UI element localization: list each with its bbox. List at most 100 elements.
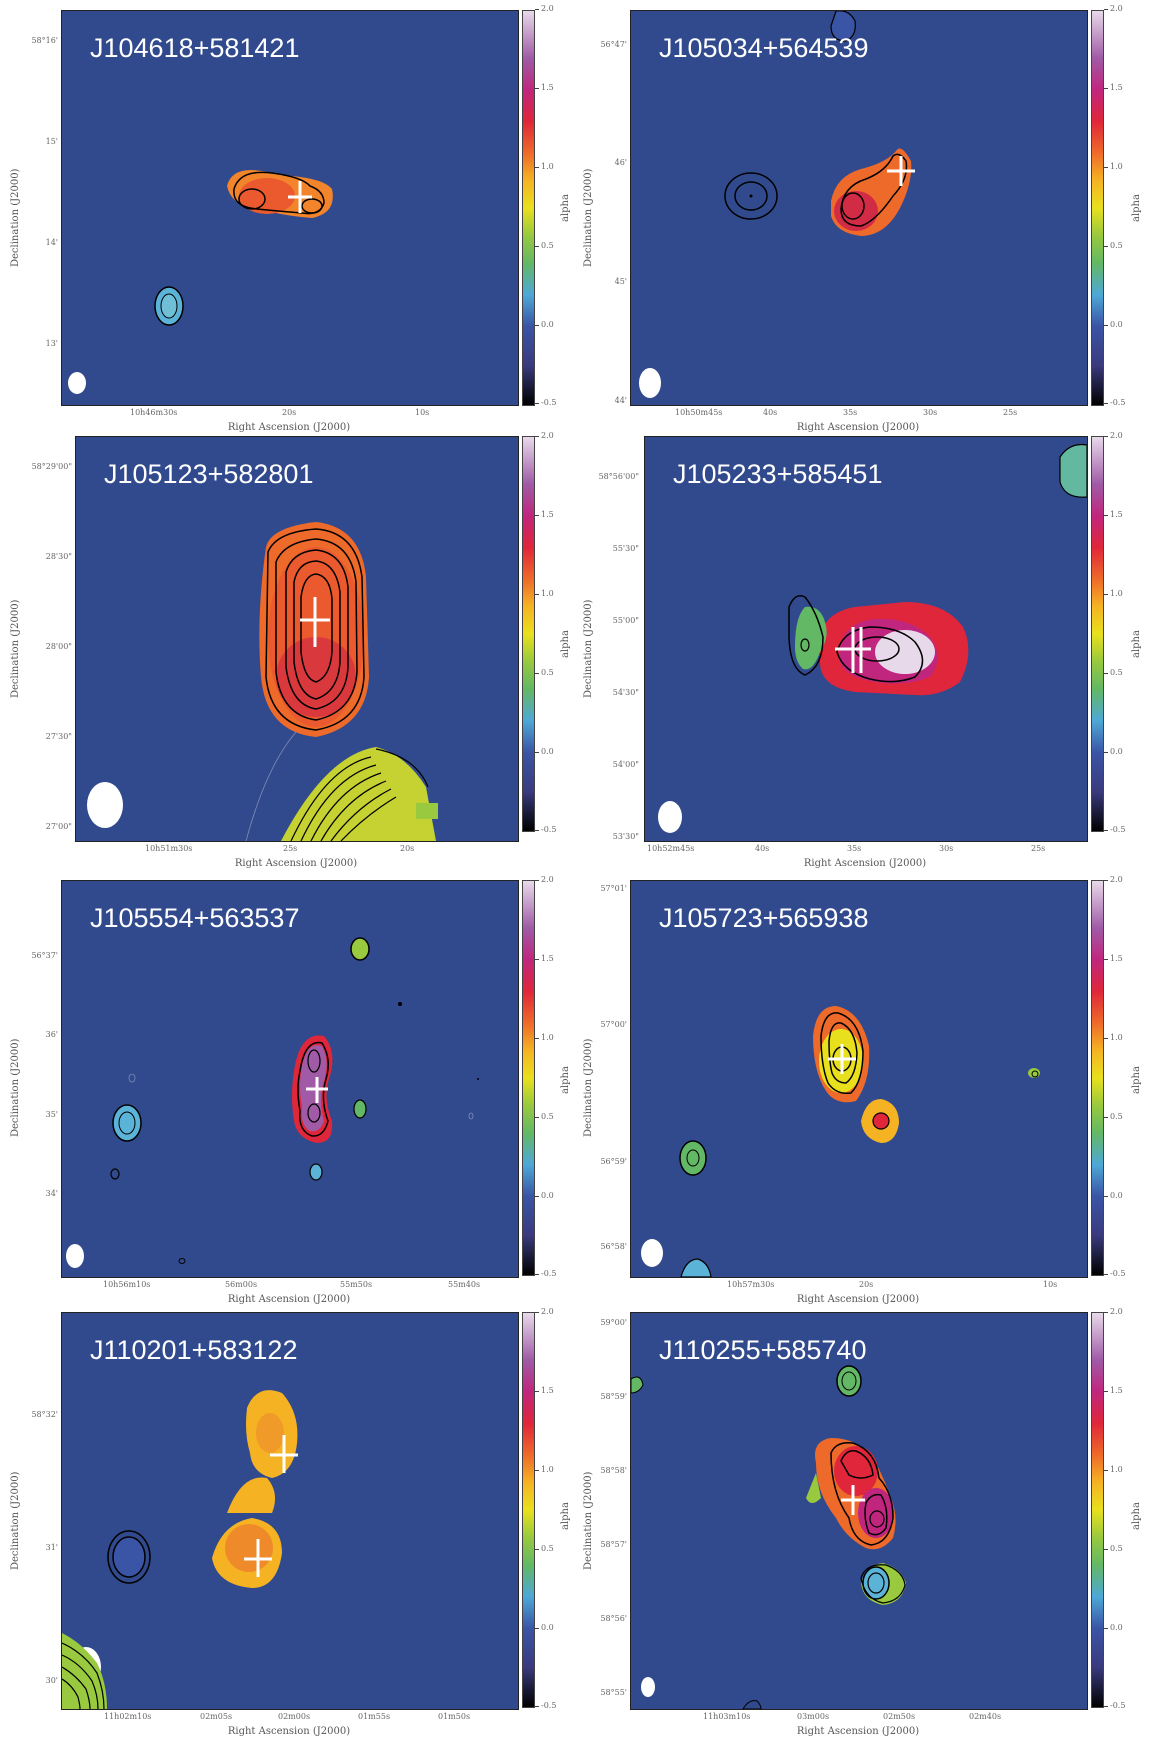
source-name: J105034+564539 [659, 33, 869, 63]
y-tick: 56°59' [600, 1157, 627, 1166]
colorbar-tick: 2.0 [535, 431, 554, 440]
source-image [62, 1390, 298, 1709]
colorbar-tick: -0.5 [534, 1269, 557, 1278]
colorbar [522, 436, 535, 832]
x-tick: 02m40s [969, 1712, 1002, 1721]
y-tick: 14' [45, 238, 58, 247]
colorbar-tick: 1.5 [535, 954, 554, 963]
panel-7: J110201+583122 2.0 1.5 1.0 0.5 0.0 -0.5 … [0, 1307, 575, 1744]
x-axis-label: Right Ascension (J2000) [796, 1294, 920, 1305]
colorbar-tick: 2.0 [1104, 875, 1123, 884]
colorbar-tick: 2.0 [1104, 4, 1123, 13]
colorbar-tick: 1.5 [1104, 954, 1123, 963]
colorbar-tick: 0.5 [1104, 241, 1123, 250]
y-tick: 28'30" [45, 552, 72, 561]
colorbar-tick: 1.0 [1104, 1465, 1123, 1474]
colorbar-tick: 1.5 [1104, 83, 1123, 92]
x-tick: 20s [859, 1280, 874, 1289]
colorbar-tick: 0.0 [1104, 1623, 1123, 1632]
source-image [66, 937, 479, 1268]
colorbar-tick: -0.5 [1103, 1269, 1126, 1278]
source-image [639, 11, 915, 398]
colorbar-tick: 1.5 [535, 510, 554, 519]
y-tick: 55'30" [612, 544, 639, 553]
x-tick: 20s [282, 408, 297, 417]
colorbar-tick: 2.0 [535, 875, 554, 884]
x-axis-label: Right Ascension (J2000) [227, 1726, 351, 1737]
y-tick: 30' [45, 1676, 58, 1685]
colorbar-label: alpha [1131, 630, 1142, 658]
sky-map: J110201+583122 [61, 1312, 519, 1710]
y-tick: 35' [45, 1110, 58, 1119]
y-tick: 54'30" [612, 688, 639, 697]
colorbar-tick: 0.5 [1104, 668, 1123, 677]
x-tick: 20s [400, 844, 415, 853]
colorbar-tick: -0.5 [1103, 1701, 1126, 1710]
colorbar [522, 10, 535, 406]
sky-map: J105723+565938 [630, 880, 1088, 1278]
x-tick: 10h51m30s [145, 844, 193, 853]
colorbar [522, 1312, 535, 1708]
y-tick: 36' [45, 1030, 58, 1039]
y-tick: 58°32' [31, 1410, 58, 1419]
x-tick: 10h52m45s [647, 844, 695, 853]
sky-map: J105123+582801 [75, 436, 519, 842]
colorbar-tick: -0.5 [1103, 398, 1126, 407]
panel-6: J105723+565938 2.0 1.5 1.0 0.5 0.0 -0.5 … [575, 872, 1150, 1308]
y-axis-label: Declination (J2000) [583, 599, 594, 698]
colorbar [1091, 436, 1104, 832]
y-tick: 28'00" [45, 642, 72, 651]
colorbar-tick: 1.0 [535, 162, 554, 171]
colorbar-tick: 0.0 [535, 747, 554, 756]
x-tick: 10h46m30s [130, 408, 178, 417]
colorbar-tick: 0.5 [1104, 1112, 1123, 1121]
x-tick: 10h56m10s [103, 1280, 151, 1289]
colorbar-tick: 1.0 [535, 589, 554, 598]
colorbar-tick: 2.0 [1104, 1307, 1123, 1316]
x-tick: 30s [923, 408, 938, 417]
colorbar-tick: 0.5 [535, 1112, 554, 1121]
source-name: J105233+585451 [673, 459, 883, 489]
colorbar-tick: 0.0 [535, 1623, 554, 1632]
x-tick: 40s [763, 408, 778, 417]
x-tick: 11h03m10s [703, 1712, 751, 1721]
x-tick: 55m40s [448, 1280, 481, 1289]
panel-5: J105554+563537 2.0 1.5 1.0 0.5 0.0 -0.5 … [0, 872, 575, 1308]
colorbar-tick: 2.0 [1104, 431, 1123, 440]
y-axis-label: Declination (J2000) [10, 1038, 21, 1137]
y-axis-label: Declination (J2000) [10, 599, 21, 698]
colorbar-tick: 0.0 [535, 1191, 554, 1200]
colorbar-tick: 0.5 [535, 668, 554, 677]
colorbar-label: alpha [1131, 1502, 1142, 1530]
y-tick: 58°56' [600, 1614, 627, 1623]
x-tick: 10h50m45s [675, 408, 723, 417]
x-axis-label: Right Ascension (J2000) [234, 858, 358, 869]
x-tick: 25s [283, 844, 298, 853]
y-tick: 44' [614, 396, 627, 405]
x-tick: 25s [1003, 408, 1018, 417]
colorbar-tick: 0.0 [1104, 320, 1123, 329]
colorbar-tick: 2.0 [535, 1307, 554, 1316]
colorbar-tick: -0.5 [534, 398, 557, 407]
colorbar-tick: -0.5 [1103, 825, 1126, 834]
y-tick: 58°57' [600, 1540, 627, 1549]
x-tick: 30s [939, 844, 954, 853]
x-tick: 01m50s [438, 1712, 471, 1721]
x-tick: 10s [415, 408, 430, 417]
y-tick: 58°59' [600, 1392, 627, 1401]
y-axis-label: Declination (J2000) [10, 168, 21, 267]
x-axis-label: Right Ascension (J2000) [803, 858, 927, 869]
y-tick: 57°01' [600, 884, 627, 893]
colorbar-tick: 0.5 [535, 1544, 554, 1553]
beam-ellipse [639, 368, 661, 398]
beam-ellipse [66, 1244, 84, 1268]
x-axis-label: Right Ascension (J2000) [796, 422, 920, 433]
colorbar [1091, 880, 1104, 1276]
colorbar-tick: -0.5 [534, 1701, 557, 1710]
colorbar-tick: 0.5 [1104, 1544, 1123, 1553]
colorbar-tick: 1.0 [1104, 162, 1123, 171]
sky-map: J105554+563537 [61, 880, 519, 1278]
x-tick: 02m50s [883, 1712, 916, 1721]
y-tick: 58°29'00" [31, 462, 72, 471]
sky-map: J104618+581421 [61, 10, 519, 406]
